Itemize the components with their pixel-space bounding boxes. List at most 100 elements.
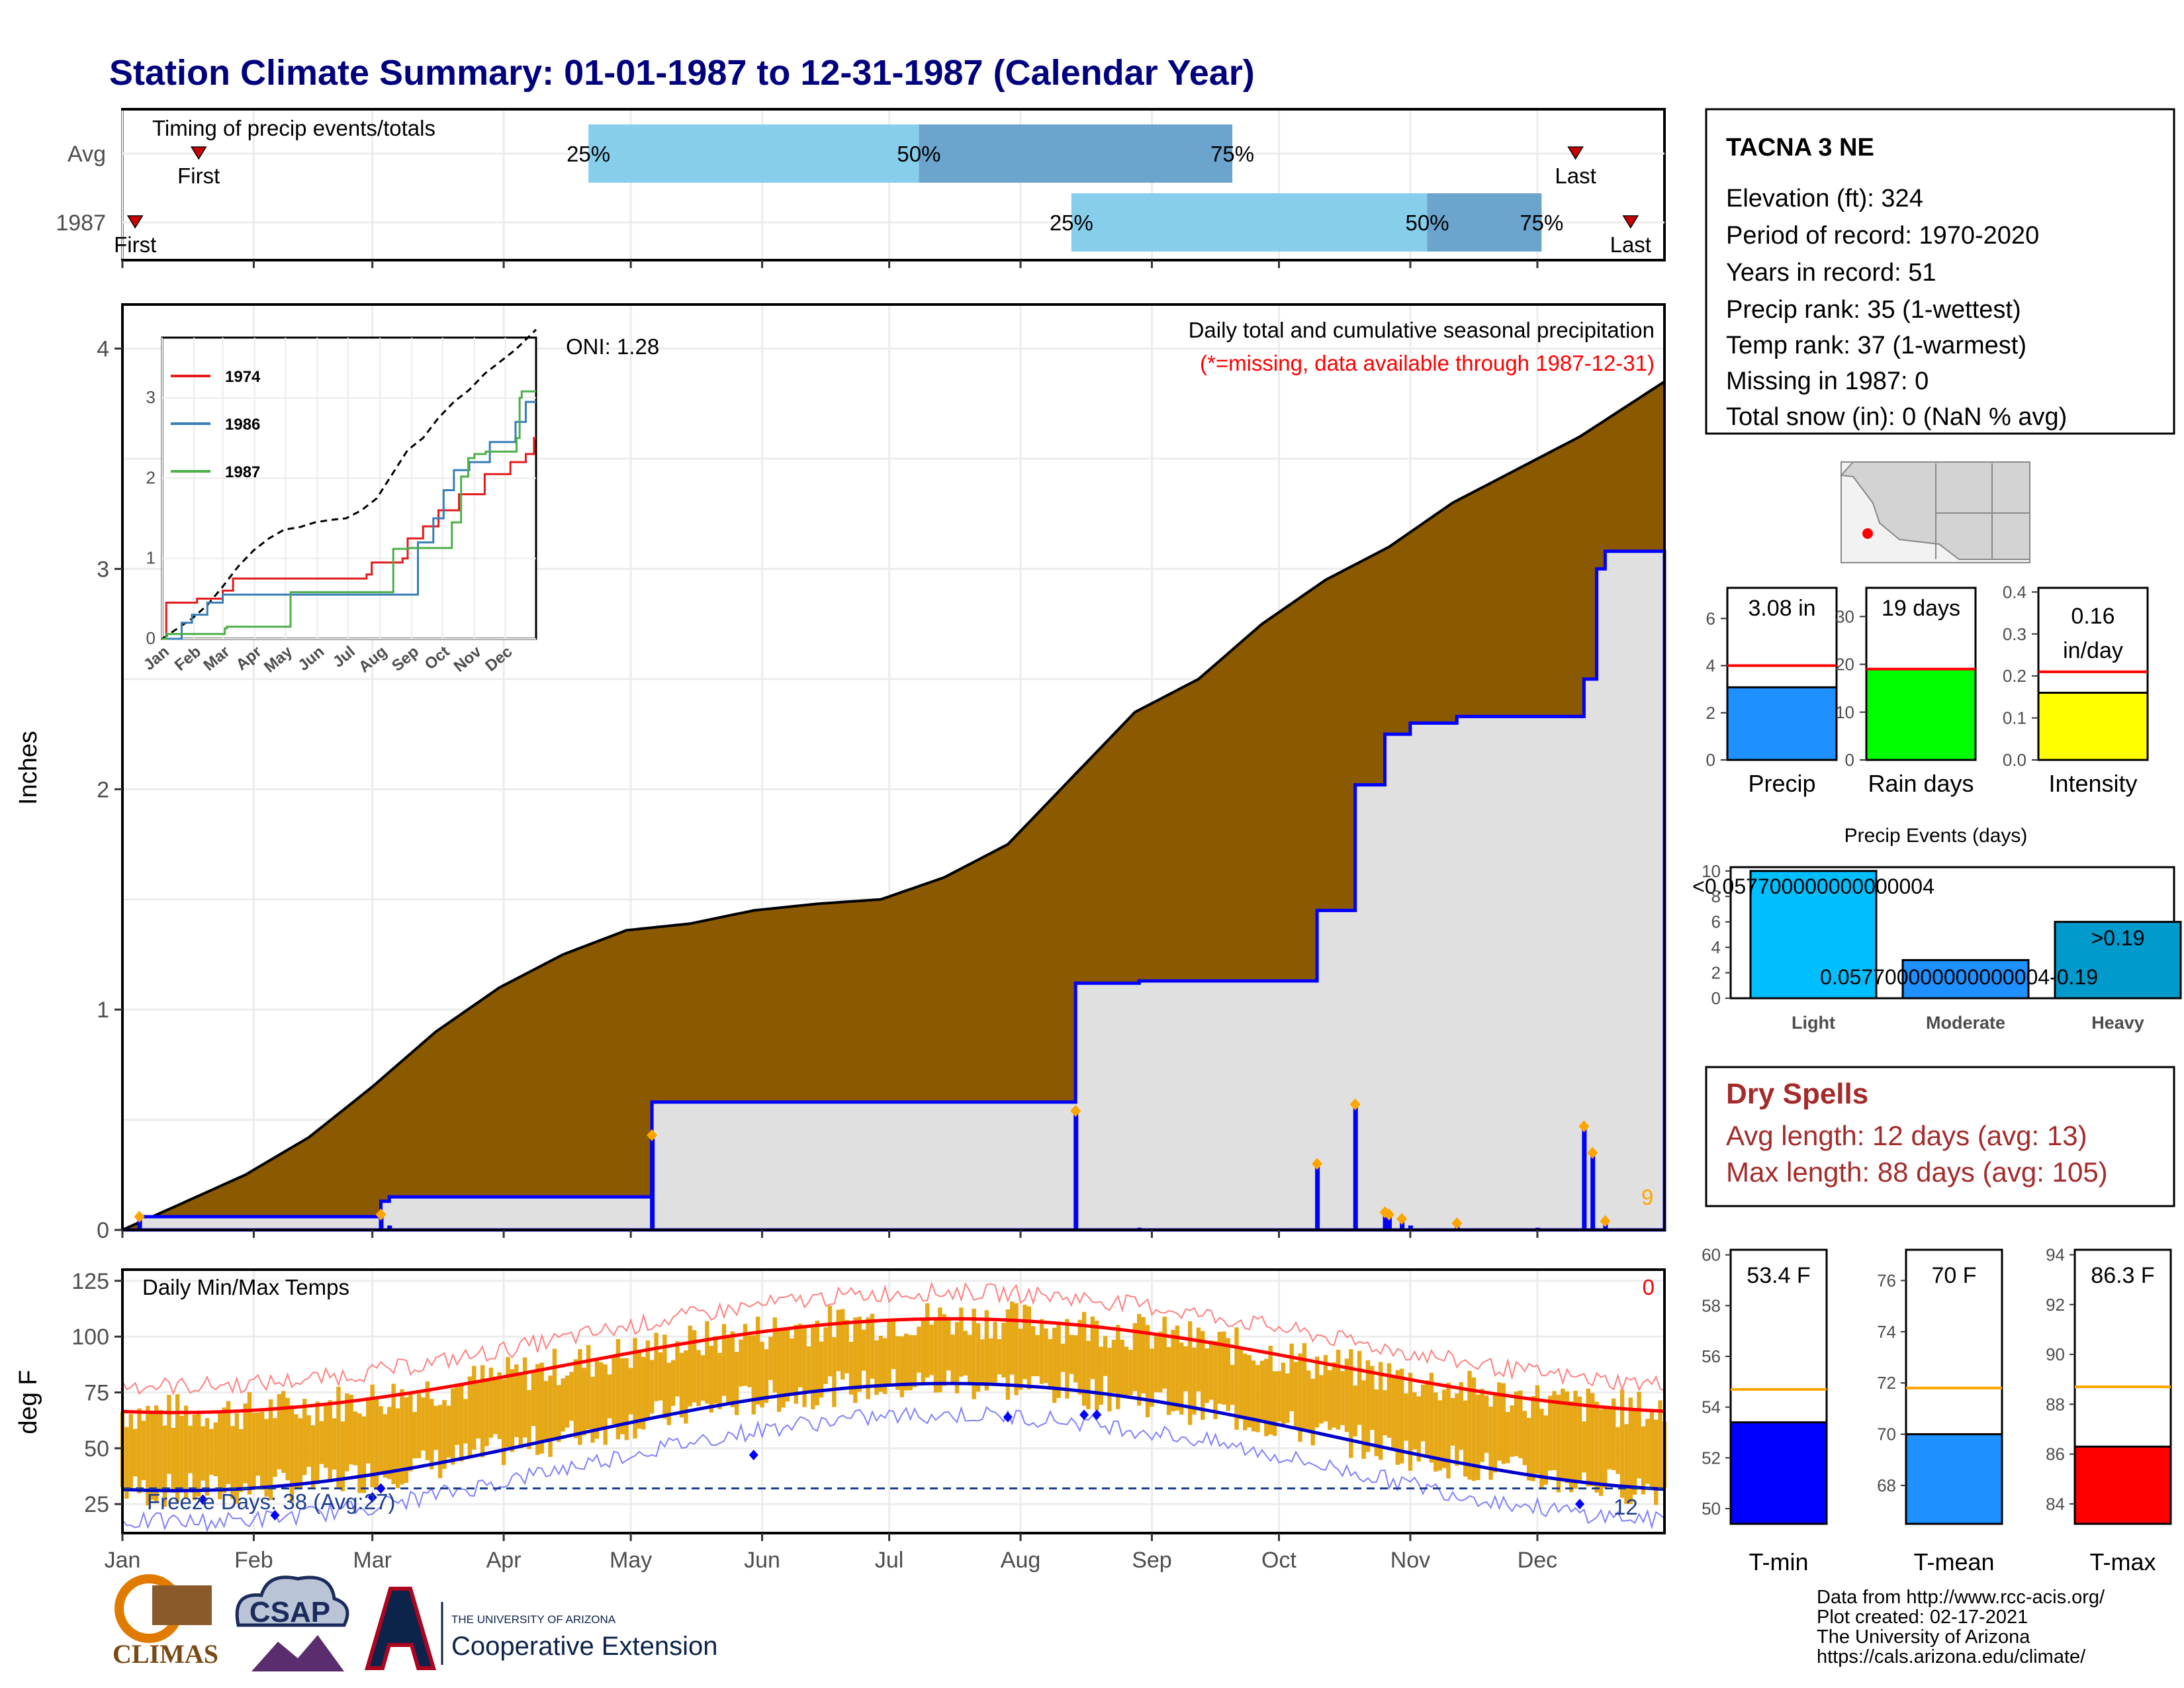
daily-temp-range-bar xyxy=(938,1307,942,1393)
daily-temp-range-bar xyxy=(518,1374,523,1448)
summary-bar-tick-label: 0.1 xyxy=(2003,708,2026,728)
daily-temp-range-bar xyxy=(158,1410,163,1491)
daily-temp-range-bar xyxy=(649,1360,655,1414)
daily-temp-range-bar xyxy=(1323,1355,1328,1422)
daily-temp-range-bar xyxy=(874,1340,879,1395)
daily-temp-range-bar xyxy=(1077,1319,1082,1395)
summary-bar-tick-label: 30 xyxy=(1835,606,1854,626)
daily-temp-range-bar xyxy=(557,1385,561,1442)
daily-temp-range-bar xyxy=(709,1345,713,1413)
temp-y-axis-label: deg F xyxy=(15,1370,42,1434)
temp-bar-name: T-min xyxy=(1749,1548,1809,1575)
temp-y-tick-label: 25 xyxy=(84,1492,109,1517)
daily-temp-range-bar xyxy=(921,1321,926,1383)
event-count-label: 9 xyxy=(1641,1185,1653,1209)
daily-temp-range-bar xyxy=(171,1427,176,1493)
daily-precip-bar xyxy=(1315,1164,1320,1230)
daily-temp-range-bar xyxy=(1314,1356,1320,1428)
daily-temp-range-bar xyxy=(294,1414,298,1490)
freeze-count-end: 12 xyxy=(1614,1495,1638,1519)
daily-temp-range-bar xyxy=(1095,1321,1099,1411)
daily-temp-range-bar xyxy=(1001,1323,1006,1378)
daily-temp-range-bar xyxy=(925,1303,930,1378)
daily-temp-range-bar xyxy=(1590,1393,1595,1487)
month-tick-label: Aug xyxy=(1001,1548,1041,1573)
daily-temp-range-bar xyxy=(1582,1421,1586,1473)
last-label: Last xyxy=(1555,164,1596,188)
daily-precip-bar xyxy=(379,1214,384,1230)
daily-temp-range-bar xyxy=(972,1308,976,1399)
daily-temp-range-bar xyxy=(679,1352,684,1418)
daily-temp-range-bar xyxy=(620,1358,625,1434)
hot-count-label: 0 xyxy=(1643,1275,1655,1299)
dry-spells-avg: Avg length: 12 days (avg: 13) xyxy=(1726,1120,2087,1151)
daily-temp-range-bar xyxy=(1251,1360,1256,1432)
daily-temp-range-bar xyxy=(230,1426,235,1499)
daily-temp-range-bar xyxy=(379,1406,383,1474)
precip-event-bar-moderate xyxy=(1901,959,2030,1000)
precip-events-content: Light Moderate Heavy <0.057700000000000004 0… xyxy=(1692,861,2182,1033)
daily-temp-range-bar xyxy=(861,1329,866,1371)
daily-temp-range-bar xyxy=(1387,1363,1392,1438)
daily-temp-range-bar xyxy=(1086,1340,1091,1409)
record-max-line xyxy=(122,1281,1665,1396)
daily-temp-range-bar xyxy=(324,1405,328,1468)
daily-temp-range-bar xyxy=(349,1395,353,1465)
daily-temp-range-bar xyxy=(548,1375,553,1457)
summary-bar-tick-label: 0.3 xyxy=(2003,624,2026,644)
daily-temp-range-bar xyxy=(387,1407,392,1479)
summary-bar-name: Rain days xyxy=(1868,770,1974,797)
daily-temp-range-bar xyxy=(1310,1378,1315,1446)
month-axis: Jan Feb Mar Apr May Jun Jul Aug Sep Oct Nov Dec xyxy=(105,1533,1557,1573)
daily-temp-range-bar xyxy=(251,1413,256,1489)
precip-events-tick-label: 0 xyxy=(1711,988,1721,1008)
daily-temp-range-bar xyxy=(917,1327,921,1373)
quartile-bar-lower xyxy=(588,124,919,183)
daily-temp-range-bar xyxy=(700,1355,705,1401)
daily-temp-range-bar xyxy=(776,1328,782,1412)
temp-bar-tick-label: 92 xyxy=(2046,1295,2065,1315)
daily-temp-range-bar xyxy=(908,1335,913,1391)
daily-temp-range-bar xyxy=(141,1421,146,1481)
summary-bar-tick-label: 0 xyxy=(1845,750,1854,770)
daily-temp-range-bar xyxy=(467,1376,473,1457)
freeze-marker xyxy=(1574,1499,1584,1510)
daily-temp-range-bar xyxy=(899,1336,905,1397)
daily-temp-ranges xyxy=(120,1301,1667,1507)
precip-events-tick-label: 10 xyxy=(1702,861,1721,881)
daily-temp-range-bar xyxy=(391,1383,396,1485)
daily-temp-range-bar xyxy=(1441,1389,1447,1468)
daily-temp-range-bar xyxy=(615,1339,621,1440)
daily-precip-bar xyxy=(650,1135,655,1230)
daily-temp-range-bar xyxy=(980,1339,985,1386)
daily-temp-range-bar xyxy=(400,1389,404,1485)
daily-temp-range-bar xyxy=(277,1394,282,1470)
daily-temp-range-bar xyxy=(582,1368,586,1436)
daily-temp-range-bar xyxy=(201,1426,205,1481)
daily-temp-range-bar xyxy=(1099,1346,1103,1405)
daily-temp-range-bar xyxy=(1552,1391,1557,1470)
temp-bar-tick-label: 50 xyxy=(1702,1499,1721,1519)
daily-temp-range-bar xyxy=(666,1362,671,1425)
daily-temp-range-bar xyxy=(484,1380,489,1446)
daily-precip-bars xyxy=(134,1098,1611,1230)
inset-y-tick-label: 0 xyxy=(146,628,156,648)
precip-events-title: Precip Events (days) xyxy=(1844,825,2028,847)
temp-bar-tick-label: 84 xyxy=(2046,1494,2065,1514)
month-tick-label: Nov xyxy=(1390,1548,1430,1573)
daily-temp-range-bar xyxy=(1332,1362,1336,1428)
daily-temp-range-bar xyxy=(1179,1342,1184,1415)
university-of-arizona-logo: THE UNIVERSITY OF ARIZONA Cooperative Ex… xyxy=(365,1587,717,1670)
month-tick-label: Dec xyxy=(1518,1548,1557,1573)
daily-temp-range-bar xyxy=(472,1366,477,1450)
daily-temp-range-bar xyxy=(361,1416,367,1493)
daily-temp-range-bar xyxy=(1192,1347,1197,1415)
footer-data-source: Data from http://www.rcc-acis.org/ xyxy=(1817,1587,2105,1608)
daily-temp-range-bar xyxy=(1467,1370,1472,1480)
inset-series-1986 xyxy=(162,400,536,640)
precip-event-label-light: <0.057700000000000004 xyxy=(1692,874,1934,898)
daily-temp-range-bar xyxy=(848,1341,854,1395)
daily-temp-range-bar xyxy=(853,1317,858,1403)
daily-temp-range-bar xyxy=(1166,1346,1171,1415)
freeze-marker xyxy=(270,1510,280,1521)
